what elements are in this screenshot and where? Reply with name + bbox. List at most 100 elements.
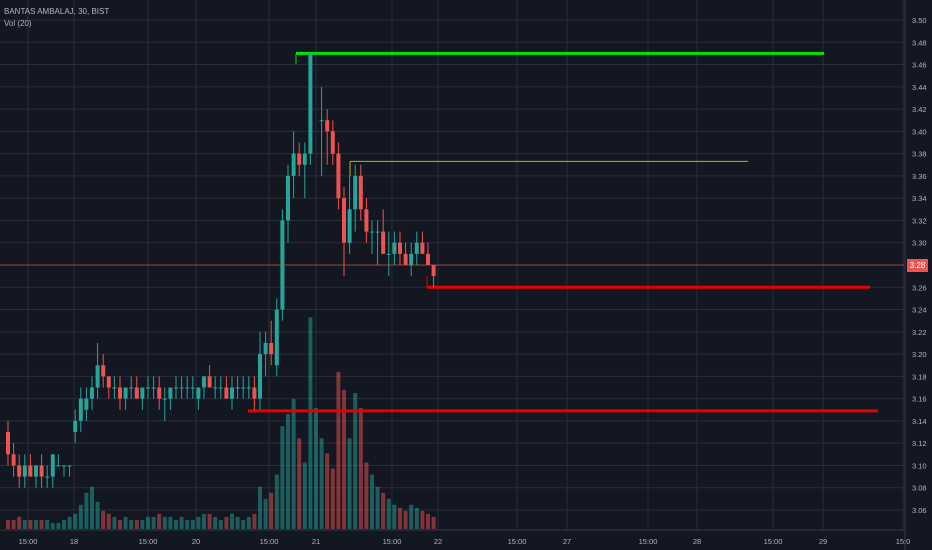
candle-body (78, 398, 83, 421)
volume-bar (274, 474, 279, 529)
candle-body (6, 432, 10, 455)
candle-body (134, 387, 139, 399)
price-tick-label: 3.36 (912, 172, 927, 181)
time-tick-label: 15:0 (896, 537, 911, 546)
candle-body (213, 387, 218, 389)
candle-body (414, 242, 419, 254)
candle-body (358, 175, 363, 210)
volume-bar (11, 519, 16, 529)
candle-body (375, 231, 380, 233)
volume-bar (168, 516, 173, 529)
volume-bar (162, 516, 167, 529)
volume-bar (140, 519, 145, 529)
candle-body (118, 387, 122, 399)
volume-bar (426, 513, 430, 529)
volume-bar (34, 519, 38, 529)
time-tick-label: 15:00 (383, 537, 402, 546)
price-tick-label: 3.38 (912, 150, 927, 159)
volume-bar (336, 371, 341, 529)
time-tick-label: 27 (563, 537, 571, 546)
candle-body (409, 253, 414, 265)
time-tick-label: 29 (819, 537, 827, 546)
volume-bar (73, 513, 78, 529)
volume-bar (17, 516, 22, 529)
volume-bar (45, 519, 50, 529)
candle-body (319, 120, 324, 122)
candle-body (274, 309, 279, 366)
time-tick-label: 22 (434, 537, 442, 546)
volume-bar (151, 516, 156, 529)
volume-bar (302, 462, 307, 529)
symbol-title[interactable]: BANTAS AMBALAJ, 30, BIST (4, 7, 110, 16)
volume-bar (398, 507, 402, 529)
candle-body (314, 53, 318, 55)
price-tick-label: 3.12 (912, 439, 927, 448)
time-tick-label: 20 (192, 537, 200, 546)
volume-bar (146, 516, 150, 529)
candle-body (302, 153, 307, 165)
volume-bar (347, 438, 352, 529)
last-price-badge: 3.28 (907, 258, 928, 272)
volume-bar (218, 519, 223, 529)
candle-body (291, 153, 296, 176)
time-axis[interactable]: 15:00 18 15:00 20 15:00 21 15:00 22 15:00 27 15:00… (19, 537, 911, 546)
volume-bar (50, 522, 55, 529)
candle-body (392, 242, 397, 254)
volume-bar (381, 492, 386, 529)
volume-bar (157, 513, 162, 529)
candle-body (146, 387, 150, 389)
candle-body (56, 465, 61, 467)
volume-bar (263, 498, 268, 529)
volume-bar (106, 513, 111, 529)
candle-body (325, 120, 330, 132)
time-tick-label: 18 (70, 537, 78, 546)
volume-bar (235, 516, 240, 529)
volume-bar (409, 504, 414, 529)
candle-body (22, 465, 27, 477)
volume-indicator-label[interactable]: Vol (20) (4, 19, 32, 28)
volume-bar (179, 516, 184, 529)
legend: BANTAS AMBALAJ, 30, BIST Vol (20) (4, 6, 109, 30)
candle-body (431, 265, 436, 277)
candle-body (224, 387, 229, 399)
volume-bar (386, 498, 391, 529)
candles (6, 53, 436, 488)
candle-body (101, 365, 106, 377)
volume-bar (280, 426, 285, 529)
price-tick-label: 3.06 (912, 506, 927, 515)
volume-bar (84, 492, 89, 529)
candle-body (269, 342, 274, 355)
candle-body (398, 242, 402, 254)
candle-body (62, 465, 66, 467)
volume-bar (112, 516, 117, 529)
price-tick-label: 3.32 (912, 216, 927, 225)
volume-bar (207, 513, 212, 529)
time-tick-label: 21 (312, 537, 320, 546)
candle-body (168, 387, 173, 399)
volume-bar (258, 486, 262, 529)
volume-bar (230, 513, 234, 529)
price-tick-label: 3.22 (912, 328, 927, 337)
candle-body (426, 253, 430, 265)
candle-body (50, 454, 55, 477)
candle-body (246, 387, 251, 389)
price-tick-label: 3.16 (912, 395, 927, 404)
volume-bar (314, 408, 318, 529)
candle-body (258, 354, 262, 399)
candle-body (420, 242, 425, 254)
volume-bar (56, 522, 61, 529)
price-tick-label: 3.44 (912, 83, 927, 92)
candle-body (190, 387, 195, 389)
price-tick-label: 3.34 (912, 194, 927, 203)
volume-bar (28, 519, 33, 529)
horizontal-levels[interactable] (248, 51, 878, 413)
price-tick-label: 3.18 (912, 372, 927, 381)
volume-bar (196, 516, 201, 529)
price-tick-label: 3.46 (912, 61, 927, 70)
volume-bar (358, 408, 363, 529)
volume-bar (246, 516, 251, 529)
candle-body (123, 387, 128, 399)
candle-body (336, 153, 341, 199)
